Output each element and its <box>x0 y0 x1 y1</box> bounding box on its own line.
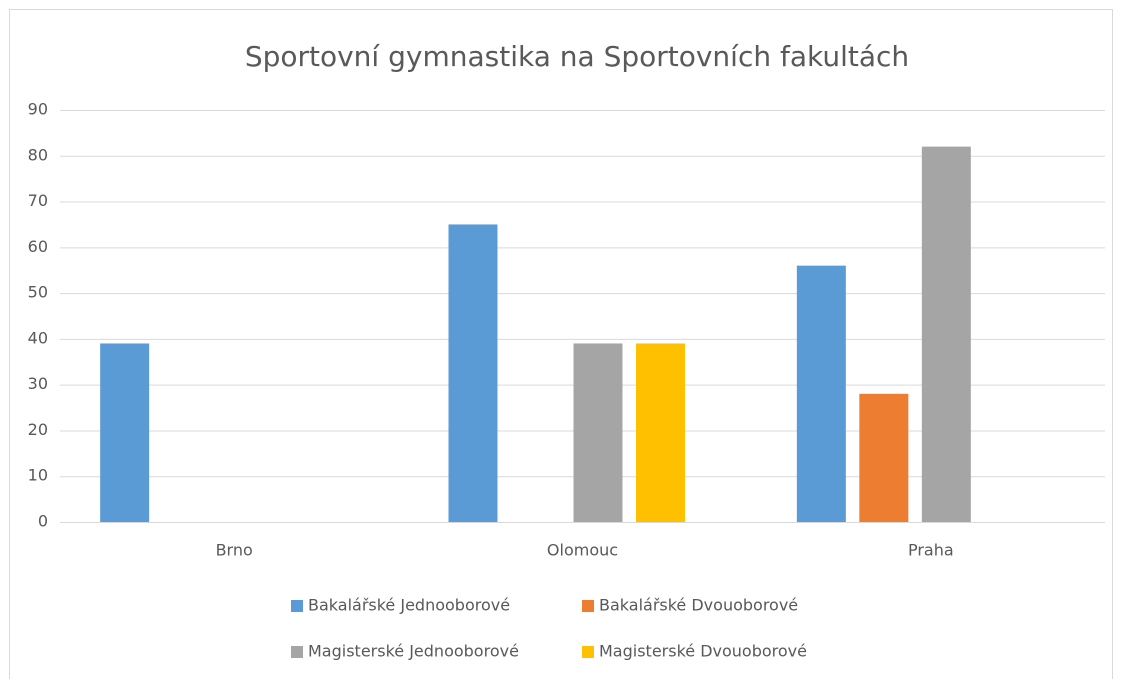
x-tick-label: Olomouc <box>547 541 618 560</box>
bar <box>921 146 971 522</box>
x-tick-label: Praha <box>908 541 954 560</box>
bar <box>859 393 909 522</box>
legend-swatch <box>291 646 303 658</box>
legend-label: Magisterské Dvouoborové <box>599 642 807 661</box>
bar <box>796 265 846 522</box>
y-tick-label: 90 <box>28 100 48 119</box>
bar <box>100 343 150 522</box>
bar <box>448 224 498 522</box>
y-tick-label: 50 <box>28 283 48 302</box>
bar <box>573 343 623 522</box>
legend-swatch <box>291 600 303 612</box>
legend-swatch <box>582 646 594 658</box>
y-tick-label: 20 <box>28 420 48 439</box>
bar <box>636 343 685 522</box>
y-tick-label: 0 <box>38 512 48 531</box>
y-tick-label: 80 <box>28 145 48 164</box>
legend-label: Bakalářské Dvouoborové <box>599 596 798 615</box>
y-tick-label: 30 <box>28 374 48 393</box>
y-tick-label: 70 <box>28 191 48 210</box>
legend-label: Bakalářské Jednooborové <box>308 596 510 615</box>
legend-label: Magisterské Jednooborové <box>308 642 519 661</box>
chart-title: Sportovní gymnastika na Sportovních faku… <box>245 40 909 73</box>
y-tick-label: 10 <box>28 466 48 485</box>
x-tick-label: Brno <box>216 541 253 560</box>
y-tick-label: 60 <box>28 237 48 256</box>
legend-swatch <box>582 600 594 612</box>
y-tick-label: 40 <box>28 328 48 347</box>
